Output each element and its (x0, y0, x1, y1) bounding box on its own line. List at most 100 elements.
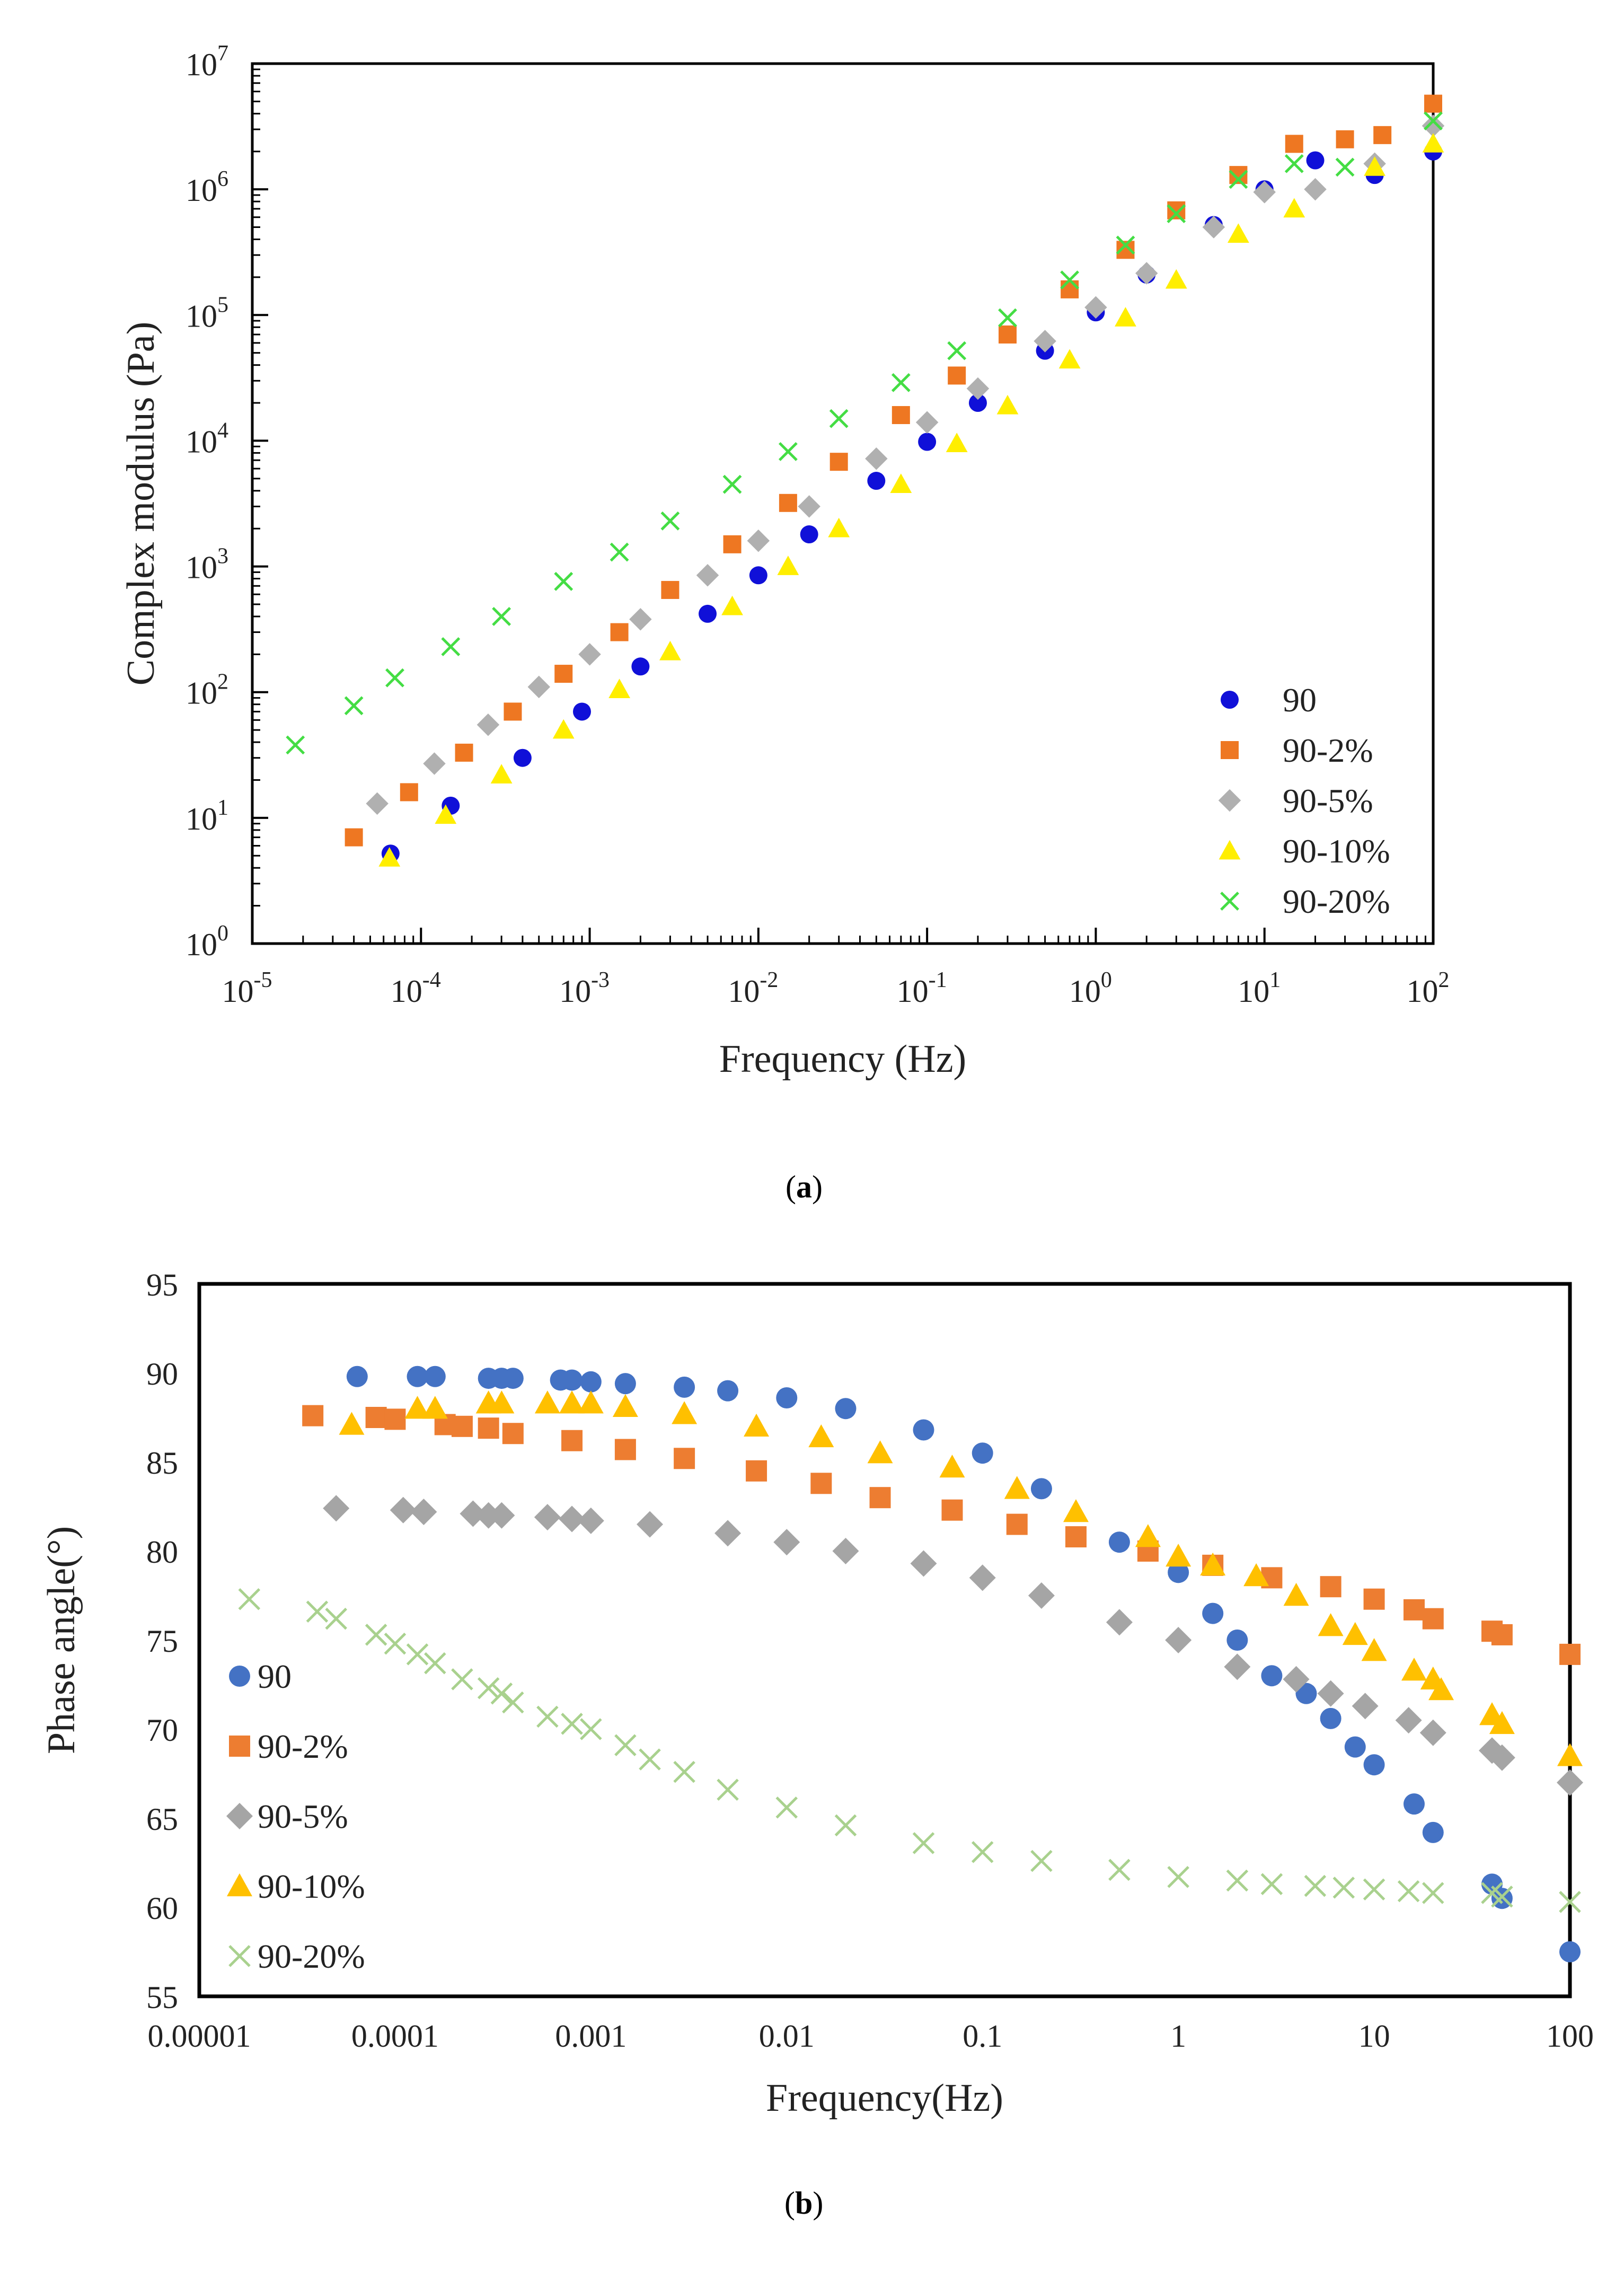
data-point (378, 847, 401, 867)
data-point (673, 1760, 695, 1783)
y-tick-label: 85 (146, 1446, 178, 1481)
data-point (1352, 1693, 1379, 1720)
data-point (366, 792, 389, 815)
data-point (435, 804, 457, 824)
data-point (722, 474, 742, 494)
data-point (696, 564, 719, 587)
data-point (1135, 262, 1158, 285)
data-point (834, 1814, 857, 1837)
y-tick-label: 80 (146, 1535, 178, 1570)
x-tick-label: 0.0001 (351, 2019, 439, 2054)
caption-b-letter: b (795, 2186, 813, 2221)
data-point (637, 1511, 664, 1538)
data-point (1363, 1878, 1385, 1901)
data-point (1030, 1478, 1052, 1500)
data-point (1229, 166, 1248, 184)
data-point (918, 433, 937, 451)
data-point (614, 1439, 636, 1460)
data-point (773, 1529, 800, 1556)
data-point (407, 1366, 428, 1387)
data-point (1422, 114, 1445, 137)
data-point (1167, 1866, 1189, 1888)
data-point (1284, 154, 1304, 173)
legend-marker (228, 1945, 251, 1967)
data-point (1335, 157, 1355, 177)
series-90-20% (286, 111, 1443, 755)
data-point (577, 1507, 604, 1534)
data-point (614, 1373, 636, 1395)
data-point (559, 1390, 585, 1414)
data-point (1168, 1562, 1189, 1583)
data-point (798, 495, 820, 518)
data-point (629, 607, 652, 631)
data-point (488, 1502, 515, 1529)
data-point (672, 1401, 698, 1424)
data-point (890, 473, 912, 493)
data-point (1424, 111, 1443, 131)
data-point (1028, 1582, 1055, 1609)
data-point (561, 1430, 583, 1451)
data-point (302, 1405, 324, 1426)
data-point (1295, 1683, 1317, 1704)
data-point (913, 1419, 934, 1441)
data-point (775, 1796, 798, 1819)
data-point (552, 719, 575, 739)
data-point (1253, 181, 1276, 204)
data-point (1108, 1859, 1131, 1881)
plot-frame (197, 1282, 1572, 1998)
data-point (1395, 1707, 1422, 1734)
x-tick-label: 10 (1358, 2019, 1390, 2054)
data-point (939, 1455, 965, 1478)
data-point (968, 394, 987, 412)
data-point (1116, 235, 1135, 255)
data-point (476, 714, 500, 736)
data-point (810, 1473, 832, 1494)
data-point (477, 1677, 500, 1699)
data-point (891, 373, 911, 392)
legend-label: 90-5% (1283, 782, 1373, 820)
x-tick-label: 101 (1238, 968, 1281, 1009)
data-point (1224, 1653, 1251, 1680)
legend: 90 90-2% 90-5% 90-10% 90-20% (1218, 681, 1390, 920)
data-point (1243, 1563, 1269, 1587)
data-point (1283, 1666, 1310, 1693)
data-point (966, 377, 990, 400)
x-tick-label: 100 (1069, 968, 1112, 1009)
data-point (1106, 1609, 1133, 1636)
data-point (744, 1413, 770, 1437)
data-point (1228, 223, 1249, 243)
data-point (325, 1607, 347, 1630)
data-point (1304, 1874, 1327, 1897)
data-point (778, 442, 798, 461)
data-point (1006, 1513, 1028, 1535)
data-point (1304, 178, 1327, 201)
data-point (941, 1499, 963, 1521)
x-axis-label: Frequency(Hz) (766, 2076, 1003, 2120)
data-point (1336, 130, 1354, 148)
data-point (1363, 1588, 1385, 1610)
data-point (1260, 1873, 1283, 1896)
data-point (674, 1448, 695, 1469)
data-point (610, 542, 629, 562)
data-point (1320, 1576, 1341, 1598)
data-point (1344, 1736, 1366, 1758)
y-tick-label: 107 (186, 41, 228, 82)
data-point (1332, 1877, 1355, 1899)
data-point (1559, 1891, 1581, 1913)
legend-marker (1218, 789, 1241, 812)
data-point (238, 1588, 261, 1610)
legend-marker (229, 1736, 250, 1757)
data-point (323, 1495, 350, 1522)
legend-label: 90 (1283, 681, 1317, 719)
data-point (406, 1643, 429, 1666)
data-point (1317, 1680, 1344, 1707)
chart-a-complex-modulus: 10-5 10-4 10-3 10-2 10-1 100 101 102 100 101 102 10… (119, 41, 1450, 1081)
data-point (339, 1412, 365, 1435)
data-point (998, 308, 1017, 328)
data-point (1084, 296, 1107, 319)
series-90-2% (302, 1405, 1581, 1665)
data-point (779, 494, 797, 512)
data-point (1202, 216, 1225, 239)
data-point (559, 1505, 586, 1532)
data-point (492, 607, 511, 626)
